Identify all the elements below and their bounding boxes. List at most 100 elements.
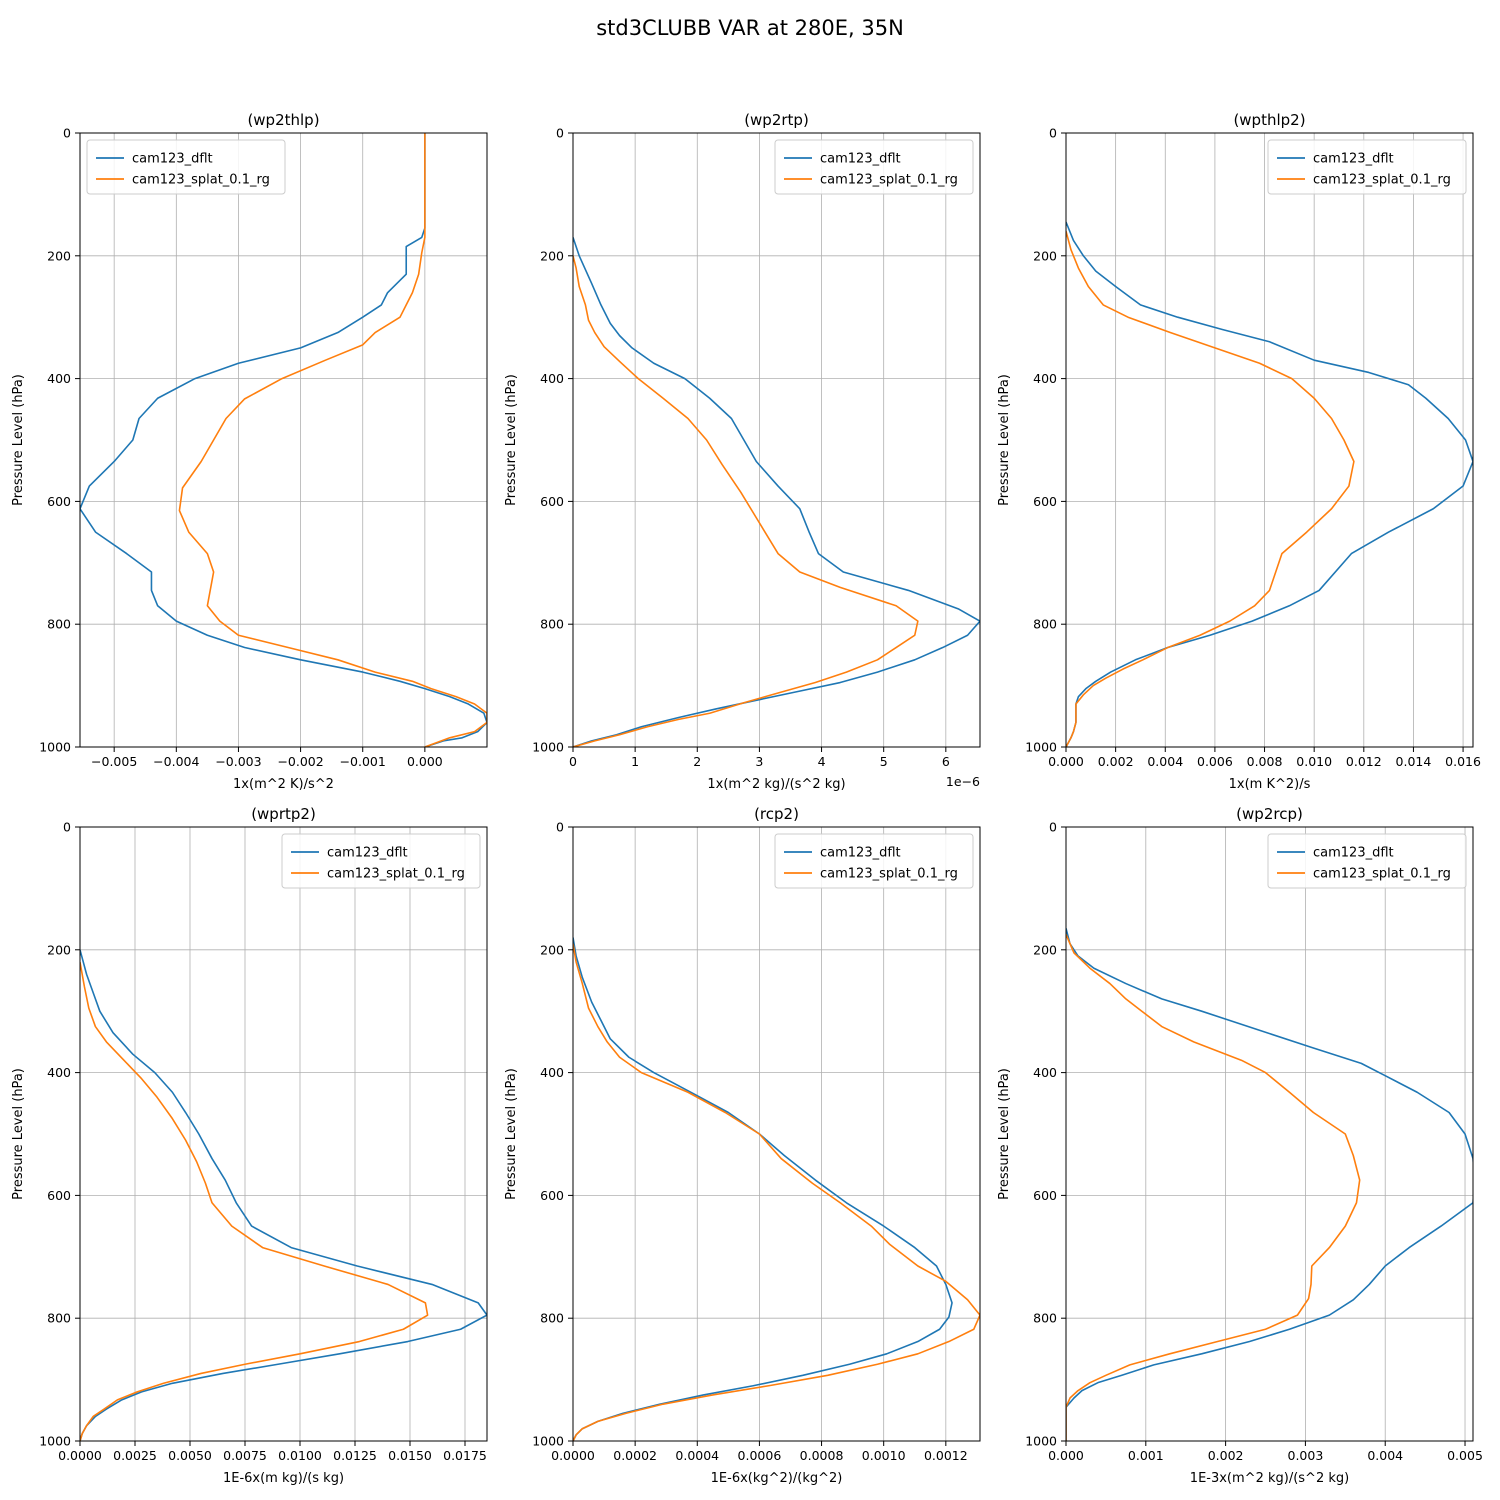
y-tick-label: 800 bbox=[1033, 1311, 1057, 1326]
legend-label: cam123_splat_0.1_rg bbox=[1313, 173, 1451, 188]
x-tick-label: 0.003 bbox=[1288, 1448, 1324, 1463]
x-tick-label: 0.0006 bbox=[738, 1448, 782, 1463]
x-tick-label: 2 bbox=[693, 754, 701, 769]
y-tick-label: 600 bbox=[47, 1188, 71, 1203]
chart-panel-2: 0 1 2 3 4 5 6 0 200 400 600 800 1000 (wp2rtp) 1x(m^2 k… bbox=[504, 111, 981, 792]
x-tick-label: 0.0150 bbox=[388, 1448, 432, 1463]
y-tick-label: 600 bbox=[1033, 494, 1057, 509]
series-line-splat bbox=[573, 255, 919, 747]
x-tick-label: 0.0000 bbox=[551, 1448, 595, 1463]
y-tick-label: 800 bbox=[540, 1311, 564, 1326]
y-tick-label: 600 bbox=[540, 1188, 564, 1203]
y-tick-label: 1000 bbox=[39, 1434, 71, 1449]
x-tick-label: 0.000 bbox=[1048, 754, 1084, 769]
chart-panel-6: 0.000 0.001 0.002 0.003 0.004 0.005 0 200 400 600… bbox=[997, 805, 1483, 1486]
series-line-dflt bbox=[1066, 928, 1473, 1441]
x-tick-label: −0.004 bbox=[153, 754, 199, 769]
y-axis-label: Pressure Level (hPa) bbox=[504, 374, 519, 506]
axes-frame bbox=[79, 826, 488, 1442]
legend: cam123_dflt cam123_splat_0.1_rg bbox=[86, 139, 286, 195]
subplot-title: (wpthlp2) bbox=[1233, 111, 1305, 129]
x-tick-label: 5 bbox=[880, 754, 888, 769]
y-tick-label: 0 bbox=[1049, 126, 1057, 141]
legend: cam123_dflt cam123_splat_0.1_rg bbox=[1267, 139, 1467, 195]
legend-frame bbox=[774, 833, 974, 889]
x-tick-label: 0.005 bbox=[1447, 1448, 1483, 1463]
x-tick-label: 0.0025 bbox=[113, 1448, 157, 1463]
x-tick-label: 0.000 bbox=[1048, 1448, 1084, 1463]
y-axis-label: Pressure Level (hPa) bbox=[11, 1068, 26, 1200]
x-tick-label: 4 bbox=[818, 754, 826, 769]
x-tick-label: 0.0125 bbox=[333, 1448, 377, 1463]
axes-frame bbox=[79, 132, 488, 748]
series-line-splat bbox=[80, 961, 429, 1441]
y-tick-label: 200 bbox=[1033, 942, 1057, 957]
y-tick-label: 1000 bbox=[1025, 740, 1057, 755]
subplot-title: (wprtp2) bbox=[251, 805, 316, 823]
y-tick-label: 800 bbox=[47, 617, 71, 632]
x-tick-label: −0.005 bbox=[91, 754, 137, 769]
legend-label: cam123_dflt bbox=[1313, 846, 1394, 861]
subplot-title: (wp2rcp) bbox=[1236, 805, 1303, 823]
x-tick-label: 0.002 bbox=[1208, 1448, 1244, 1463]
y-tick-label: 0 bbox=[556, 820, 564, 835]
x-tick-label: 0.0175 bbox=[443, 1448, 487, 1463]
y-tick-label: 400 bbox=[540, 371, 564, 386]
x-tick-label: 3 bbox=[755, 754, 763, 769]
x-tick-label: 0.016 bbox=[1445, 754, 1481, 769]
y-tick-label: 0 bbox=[63, 126, 71, 141]
legend-label: cam123_dflt bbox=[327, 846, 408, 861]
x-axis-label: 1x(m K^2)/s bbox=[1229, 777, 1311, 792]
y-tick-label: 800 bbox=[47, 1311, 71, 1326]
legend-label: cam123_splat_0.1_rg bbox=[820, 867, 958, 882]
y-axis-label: Pressure Level (hPa) bbox=[997, 374, 1012, 506]
y-axis-label: Pressure Level (hPa) bbox=[11, 374, 26, 506]
y-tick-label: 0 bbox=[556, 126, 564, 141]
figure-title: std3CLUBB VAR at 280E, 35N bbox=[596, 16, 904, 40]
y-tick-label: 200 bbox=[540, 248, 564, 263]
legend: cam123_dflt cam123_splat_0.1_rg bbox=[774, 833, 974, 889]
x-axis-label: 1E-6x(kg^2)/(kg^2) bbox=[711, 1471, 843, 1486]
x-tick-label: 0.006 bbox=[1197, 754, 1233, 769]
y-tick-label: 600 bbox=[47, 494, 71, 509]
legend-label: cam123_dflt bbox=[820, 152, 901, 167]
y-tick-label: 1000 bbox=[532, 740, 564, 755]
x-tick-label: 0.000 bbox=[407, 754, 443, 769]
x-tick-label: 0.0100 bbox=[278, 1448, 322, 1463]
x-tick-label: 0.004 bbox=[1367, 1448, 1403, 1463]
x-tick-label: 0.0010 bbox=[862, 1448, 906, 1463]
legend-frame bbox=[1267, 833, 1467, 889]
x-tick-label: 0.0075 bbox=[223, 1448, 267, 1463]
legend-frame bbox=[1267, 139, 1467, 195]
legend-label: cam123_splat_0.1_rg bbox=[1313, 867, 1451, 882]
series-line-splat bbox=[573, 943, 980, 1441]
x-tick-label: 0.0012 bbox=[924, 1448, 968, 1463]
chart-panel-3: 0.000 0.002 0.004 0.006 0.008 0.010 0.012 0.014… bbox=[997, 111, 1481, 792]
series-line-dflt bbox=[80, 949, 487, 1441]
series-line-dflt bbox=[573, 237, 980, 747]
x-tick-label: 0.0004 bbox=[675, 1448, 719, 1463]
legend-label: cam123_splat_0.1_rg bbox=[327, 867, 465, 882]
y-tick-label: 200 bbox=[47, 248, 71, 263]
x-tick-label: −0.003 bbox=[215, 754, 261, 769]
y-tick-label: 200 bbox=[47, 942, 71, 957]
legend-label: cam123_splat_0.1_rg bbox=[132, 173, 270, 188]
x-axis-label: 1x(m^2 K)/s^2 bbox=[233, 777, 334, 792]
axes-frame bbox=[572, 826, 981, 1442]
y-tick-label: 1000 bbox=[532, 1434, 564, 1449]
y-tick-label: 600 bbox=[540, 494, 564, 509]
x-axis-label: 1E-6x(m kg)/(s kg) bbox=[223, 1471, 344, 1486]
y-tick-label: 400 bbox=[47, 1065, 71, 1080]
y-axis-label: Pressure Level (hPa) bbox=[504, 1068, 519, 1200]
x-tick-label: −0.001 bbox=[340, 754, 386, 769]
legend: cam123_dflt cam123_splat_0.1_rg bbox=[774, 139, 974, 195]
legend-frame bbox=[281, 833, 481, 889]
legend-frame bbox=[86, 139, 286, 195]
x-tick-label: 0.008 bbox=[1247, 754, 1283, 769]
x-offset-label: 1e−6 bbox=[946, 774, 980, 789]
x-tick-label: 0.001 bbox=[1128, 1448, 1164, 1463]
y-tick-label: 400 bbox=[1033, 1065, 1057, 1080]
x-tick-label: 0.0008 bbox=[800, 1448, 844, 1463]
series-line-dflt bbox=[573, 937, 953, 1441]
x-tick-label: 0.010 bbox=[1296, 754, 1332, 769]
